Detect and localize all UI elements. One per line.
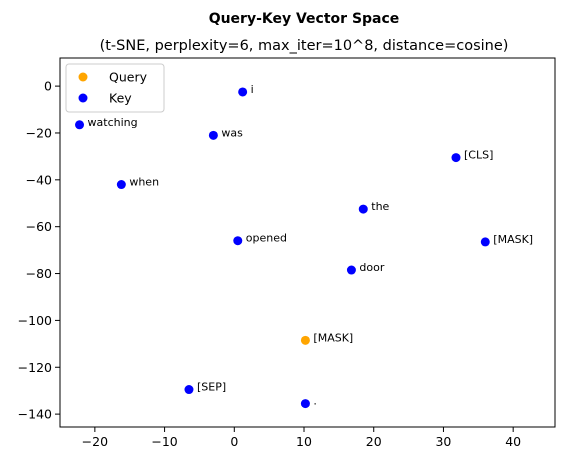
- data-point-label: when: [129, 176, 159, 189]
- legend-marker: [78, 72, 88, 82]
- legend-marker: [78, 93, 88, 103]
- data-point-label: watching: [88, 116, 138, 129]
- data-point-label: [SEP]: [197, 381, 226, 394]
- data-point-label: opened: [246, 232, 287, 245]
- data-point: [233, 236, 243, 246]
- data-point: [208, 130, 218, 140]
- data-point: [184, 385, 194, 395]
- data-point: [358, 204, 368, 214]
- chart-subtitle: (t-SNE, perplexity=6, max_iter=10^8, dis…: [100, 38, 509, 54]
- legend-label: Key: [109, 91, 132, 106]
- data-point-label: [MASK]: [313, 331, 353, 344]
- y-tick-label: −100: [18, 313, 52, 328]
- data-point: [346, 265, 356, 275]
- x-tick-label: 30: [435, 434, 451, 449]
- y-tick-label: −120: [18, 360, 52, 375]
- data-point-label: [CLS]: [464, 149, 493, 162]
- y-tick-label: −60: [26, 219, 52, 234]
- data-point-label: [MASK]: [493, 233, 533, 246]
- data-point-label: i: [251, 83, 254, 96]
- data-point: [480, 237, 490, 247]
- legend-label: Query: [109, 70, 148, 85]
- x-tick-label: 40: [505, 434, 521, 449]
- data-point: [300, 399, 310, 409]
- y-tick-label: −20: [26, 125, 52, 140]
- data-point: [116, 180, 126, 190]
- plot-frame: [59, 57, 556, 428]
- x-tick-label: −10: [151, 434, 177, 449]
- y-tick-label: −140: [18, 407, 52, 422]
- x-tick-label: 10: [296, 434, 312, 449]
- chart-title: Query-Key Vector Space: [209, 11, 400, 27]
- legend: Query Key: [65, 63, 165, 113]
- y-tick-label: −80: [26, 266, 52, 281]
- y-tick-label: −40: [26, 172, 52, 187]
- data-point: [300, 335, 310, 345]
- plot-area: −20 −10 0 10 20 30 400−20−40−60−80−100−120−140…: [18, 79, 533, 449]
- data-point-label: was: [221, 126, 243, 139]
- data-point-label: door: [359, 261, 384, 274]
- data-point-label: .: [313, 395, 317, 408]
- data-point: [451, 153, 461, 163]
- legend-box: [65, 63, 165, 113]
- y-tick-label: 0: [44, 79, 52, 94]
- x-tick-label: 0: [230, 434, 238, 449]
- x-tick-label: 20: [366, 434, 382, 449]
- data-point: [238, 87, 248, 97]
- data-point-label: the: [371, 200, 389, 213]
- data-point: [75, 120, 85, 130]
- x-tick-label: −20: [82, 434, 108, 449]
